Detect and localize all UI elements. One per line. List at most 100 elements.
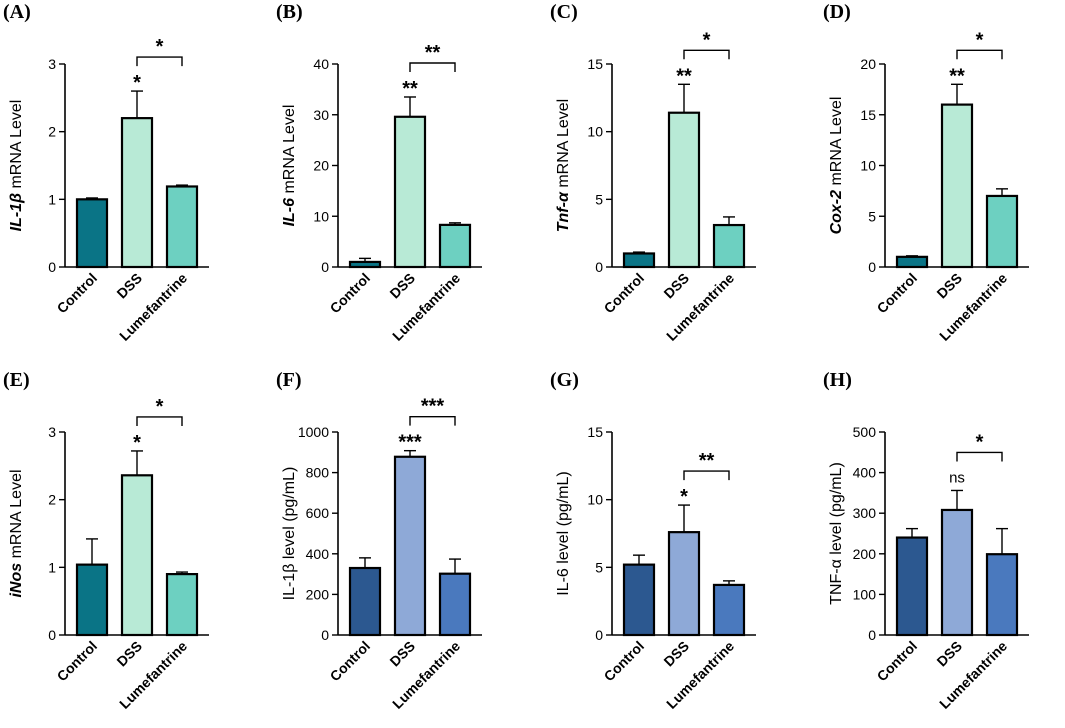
- bar: [622, 252, 656, 269]
- y-axis-label: IL-6 level (pg/mL): [555, 471, 572, 596]
- bar: [393, 455, 427, 637]
- y-axis-label: IL-1β level (pg/mL): [281, 467, 298, 601]
- category-label: DSS: [933, 270, 965, 302]
- y-axis-label-gene: IL-6: [281, 198, 298, 227]
- y-tick-label: 40: [313, 56, 329, 72]
- y-tick-label: 10: [313, 208, 329, 224]
- y-tick-label: 400: [853, 465, 877, 481]
- bar: [120, 474, 154, 637]
- bar: [895, 255, 929, 269]
- y-tick-label: 20: [313, 158, 329, 174]
- y-axis-label-text: IL-6 level (pg/mL): [555, 471, 572, 596]
- category-label: Control: [54, 270, 101, 317]
- y-tick-label: 0: [48, 259, 56, 275]
- bracket-significance-label: *: [156, 36, 164, 58]
- category-label: Control: [874, 638, 921, 685]
- panel-label: (A): [3, 1, 31, 23]
- bracket-significance-label: **: [425, 42, 441, 64]
- bar: [75, 563, 109, 637]
- comparison-bracket: [409, 62, 456, 72]
- bar: [712, 223, 746, 269]
- category-label: Control: [54, 638, 101, 685]
- bar: [348, 566, 382, 637]
- y-tick-label: 0: [868, 259, 876, 275]
- bracket-significance-label: *: [976, 431, 984, 453]
- y-axis-label-text: mRNA Level: [828, 97, 845, 190]
- bar: [622, 563, 656, 637]
- panel-label: (C): [550, 1, 578, 23]
- y-tick-label: 300: [853, 505, 877, 521]
- significance-label: **: [949, 65, 965, 87]
- comparison-bracket: [956, 49, 1003, 60]
- y-tick-label: 15: [587, 56, 603, 72]
- y-tick-label: 1000: [298, 424, 329, 440]
- bar: [985, 194, 1019, 269]
- bar: [438, 223, 472, 269]
- comparison-bracket: [136, 416, 183, 426]
- category-label: Control: [874, 270, 921, 317]
- y-tick-label: 3: [48, 56, 56, 72]
- y-tick-label: 800: [306, 465, 330, 481]
- y-axis-label-gene: IL-1β: [8, 193, 25, 231]
- significance-label: *: [680, 486, 688, 508]
- significance-label: ns: [949, 469, 965, 486]
- y-tick-label: 3: [48, 424, 56, 440]
- y-axis-label-text: mRNA Level: [281, 105, 298, 198]
- panel-label: (H): [823, 369, 852, 391]
- y-tick-label: 0: [868, 627, 876, 643]
- comparison-bracket: [683, 470, 730, 481]
- bar: [165, 185, 199, 269]
- category-label: DSS: [660, 270, 692, 302]
- category-label: DSS: [113, 638, 145, 670]
- panel-h: (H) 0 100 200 300 400 500 TNF-α level (pg/mL) Co…: [823, 369, 1029, 712]
- y-tick-label: 10: [860, 158, 876, 174]
- comparison-bracket: [136, 56, 183, 67]
- category-label: Control: [327, 638, 374, 685]
- category-label: DSS: [113, 270, 145, 302]
- category-label: Control: [327, 270, 374, 317]
- y-tick-label: 500: [853, 424, 877, 440]
- comparison-bracket: [683, 49, 730, 60]
- y-axis-label-gene: Cox-2: [828, 190, 845, 235]
- category-label: DSS: [386, 270, 418, 302]
- panel-label: (E): [3, 369, 30, 391]
- y-tick-label: 0: [48, 627, 56, 643]
- significance-label: **: [402, 78, 418, 100]
- bar: [985, 553, 1019, 637]
- category-label: Control: [601, 638, 648, 685]
- significance-label: *: [133, 432, 141, 454]
- y-axis-label-text: mRNA Level: [8, 469, 25, 562]
- bar: [667, 531, 701, 637]
- category-label: DSS: [386, 638, 418, 670]
- y-tick-label: 0: [595, 627, 603, 643]
- y-tick-label: 0: [321, 259, 329, 275]
- y-tick-label: 0: [321, 627, 329, 643]
- significance-label: **: [676, 65, 692, 87]
- y-axis-label: iNos mRNA Level: [8, 469, 25, 597]
- panel-label: (F): [276, 369, 302, 391]
- bracket-significance-label: *: [156, 396, 164, 418]
- significance-label: ***: [398, 432, 422, 454]
- bar: [940, 508, 974, 637]
- comparison-bracket: [409, 415, 456, 426]
- y-axis-label-text: IL-1β level (pg/mL): [281, 467, 298, 601]
- bar: [940, 103, 974, 269]
- y-tick-label: 2: [48, 124, 56, 140]
- bar: [348, 260, 382, 269]
- bracket-significance-label: ***: [421, 396, 445, 418]
- bar: [75, 198, 109, 269]
- bar: [438, 572, 472, 637]
- y-tick-label: 15: [587, 424, 603, 440]
- y-tick-label: 0: [595, 259, 603, 275]
- y-axis-label-text: mRNA Level: [8, 100, 25, 193]
- y-tick-label: 20: [860, 56, 876, 72]
- y-tick-label: 5: [595, 191, 603, 207]
- comparison-bracket: [956, 451, 1003, 462]
- y-tick-label: 10: [587, 492, 603, 508]
- y-axis-label-text: TNF-α level (pg/mL): [828, 462, 845, 605]
- y-tick-label: 2: [48, 492, 56, 508]
- y-tick-label: 5: [868, 208, 876, 224]
- category-label: Control: [601, 270, 648, 317]
